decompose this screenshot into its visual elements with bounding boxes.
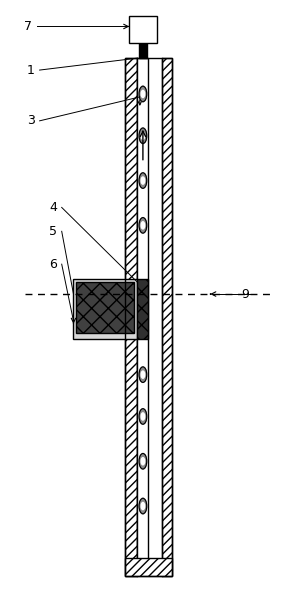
Circle shape [139, 173, 147, 188]
Circle shape [139, 454, 147, 469]
Circle shape [141, 91, 145, 98]
Text: 6: 6 [49, 257, 57, 271]
Circle shape [139, 86, 147, 102]
Bar [125, 58, 137, 576]
Bar [125, 558, 172, 576]
Bar [139, 43, 147, 58]
Text: 4: 4 [49, 201, 57, 214]
Bar [137, 58, 162, 576]
Bar [73, 279, 137, 339]
Circle shape [141, 413, 145, 420]
Text: 5: 5 [49, 225, 57, 238]
Circle shape [139, 218, 147, 233]
Bar [162, 58, 172, 576]
Circle shape [141, 177, 145, 184]
Circle shape [141, 371, 145, 378]
Text: 1: 1 [27, 64, 35, 77]
Bar [137, 58, 148, 570]
Bar [129, 16, 157, 43]
Circle shape [139, 409, 147, 424]
Bar [76, 282, 134, 333]
Circle shape [141, 222, 145, 229]
Circle shape [139, 367, 147, 382]
Text: 9: 9 [242, 287, 249, 301]
Bar [125, 58, 172, 576]
Text: 7: 7 [24, 20, 32, 33]
Circle shape [141, 502, 145, 509]
Circle shape [141, 458, 145, 465]
Circle shape [139, 498, 147, 514]
Bar [137, 279, 148, 339]
Circle shape [139, 128, 147, 143]
Circle shape [141, 132, 145, 139]
Text: 3: 3 [27, 115, 35, 127]
